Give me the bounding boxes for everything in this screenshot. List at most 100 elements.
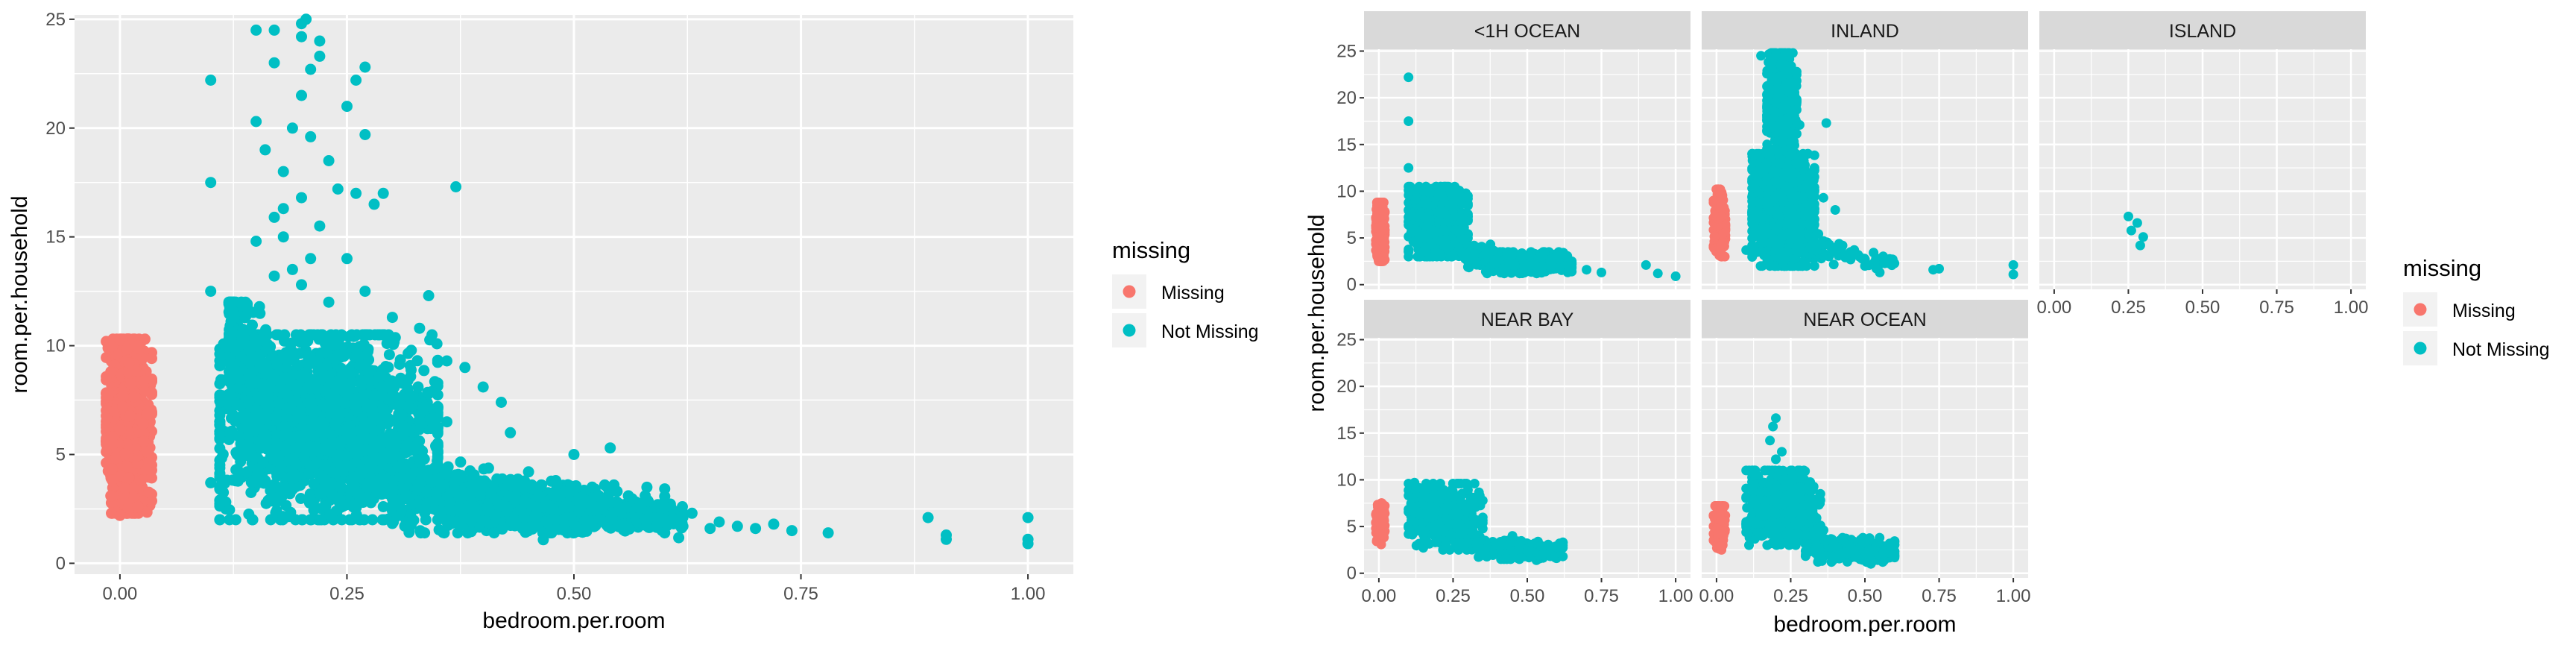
- facet-panel-1h-ocean: <1H OCEAN: [1364, 11, 1690, 289]
- not-missing-point: [441, 515, 452, 526]
- not-missing-point: [768, 518, 780, 529]
- missing-point: [121, 344, 133, 355]
- left-y-tick-label: 25: [45, 10, 66, 30]
- not-missing-point: [287, 122, 298, 133]
- not-missing-point: [230, 415, 242, 426]
- not-missing-point: [551, 515, 562, 526]
- not-missing-point: [405, 403, 416, 415]
- not-missing-point: [309, 479, 320, 490]
- not-missing-point: [359, 339, 370, 350]
- left-x-axis-label: bedroom.per.room: [482, 608, 665, 633]
- not-missing-point: [250, 25, 262, 36]
- not-missing-point: [296, 31, 307, 43]
- not-missing-point: [341, 101, 353, 112]
- not-missing-point: [250, 116, 262, 128]
- not-missing-point: [508, 515, 520, 526]
- not-missing-point: [641, 518, 652, 529]
- not-missing-point: [280, 500, 291, 511]
- not-missing-point: [297, 515, 308, 526]
- not-missing-point: [278, 231, 289, 242]
- not-missing-point: [227, 396, 239, 407]
- not-missing-point: [479, 479, 490, 491]
- not-missing-point: [224, 335, 236, 346]
- not-missing-point: [242, 466, 253, 477]
- not-missing-point: [350, 75, 362, 86]
- left-y-tick-label: 15: [45, 227, 66, 248]
- not-missing-point: [569, 520, 581, 532]
- left-y-tick-label: 0: [56, 553, 66, 573]
- not-missing-point: [1023, 512, 1034, 523]
- not-missing-point: [643, 496, 654, 507]
- not-missing-point: [267, 350, 278, 361]
- not-missing-point: [269, 271, 280, 282]
- not-missing-point: [375, 370, 386, 381]
- left-y-tick-label: 5: [56, 444, 66, 465]
- not-missing-point: [245, 487, 256, 498]
- not-missing-point: [415, 467, 426, 478]
- not-missing-point: [659, 501, 670, 512]
- missing-point: [142, 447, 153, 458]
- not-missing-point: [327, 340, 338, 351]
- not-missing-point: [259, 336, 270, 347]
- missing-point: [138, 435, 149, 447]
- not-missing-point: [350, 499, 362, 510]
- missing-point: [133, 340, 144, 351]
- not-missing-point: [786, 525, 798, 536]
- not-missing-point: [402, 446, 413, 457]
- left-legend-label-not-missing: Not Missing: [1161, 321, 1259, 342]
- not-missing-point: [259, 427, 271, 438]
- not-missing-point: [378, 501, 389, 512]
- not-missing-point: [300, 13, 312, 25]
- not-missing-point: [298, 369, 309, 380]
- not-missing-point: [256, 394, 268, 405]
- not-missing-point: [335, 439, 346, 450]
- not-missing-point: [296, 90, 307, 101]
- not-missing-point: [246, 368, 257, 379]
- not-missing-point: [288, 453, 300, 464]
- missing-point: [123, 473, 134, 484]
- not-missing-point: [296, 279, 307, 290]
- not-missing-point: [518, 495, 529, 506]
- not-missing-point: [214, 494, 225, 506]
- not-missing-point: [230, 369, 242, 380]
- not-missing-point: [378, 188, 389, 199]
- left-legend-dot-not-missing: [1123, 324, 1136, 337]
- left-x-tick-label: 0.25: [329, 584, 364, 604]
- not-missing-point: [623, 490, 634, 501]
- not-missing-point: [239, 312, 250, 323]
- not-missing-point: [269, 57, 280, 69]
- not-missing-point: [412, 381, 423, 392]
- not-missing-point: [341, 253, 353, 264]
- not-missing-point: [364, 375, 376, 386]
- not-missing-point: [470, 508, 481, 519]
- not-missing-point: [488, 527, 499, 538]
- not-missing-point: [443, 491, 454, 502]
- not-missing-point: [367, 406, 379, 417]
- missing-point: [108, 438, 119, 449]
- not-missing-point: [376, 381, 388, 392]
- not-missing-point: [452, 469, 464, 480]
- not-missing-point: [233, 473, 244, 484]
- not-missing-point: [384, 349, 395, 360]
- not-missing-point: [478, 382, 489, 393]
- not-missing-point: [376, 472, 388, 483]
- missing-point: [116, 424, 127, 435]
- not-missing-point: [351, 509, 362, 520]
- not-missing-point: [541, 499, 552, 510]
- missing-point: [139, 386, 151, 397]
- not-missing-point: [459, 362, 470, 373]
- not-missing-point: [454, 503, 465, 514]
- not-missing-point: [441, 356, 452, 367]
- missing-point: [124, 410, 136, 421]
- left-y-tick-label: 10: [45, 336, 66, 356]
- not-missing-point: [362, 330, 373, 341]
- missing-point: [133, 501, 144, 512]
- not-missing-point: [558, 501, 569, 512]
- not-missing-point: [565, 480, 576, 491]
- not-missing-point: [214, 515, 225, 526]
- missing-point: [105, 490, 116, 501]
- not-missing-point: [526, 479, 537, 491]
- not-missing-point: [569, 449, 580, 460]
- not-missing-point: [326, 330, 337, 341]
